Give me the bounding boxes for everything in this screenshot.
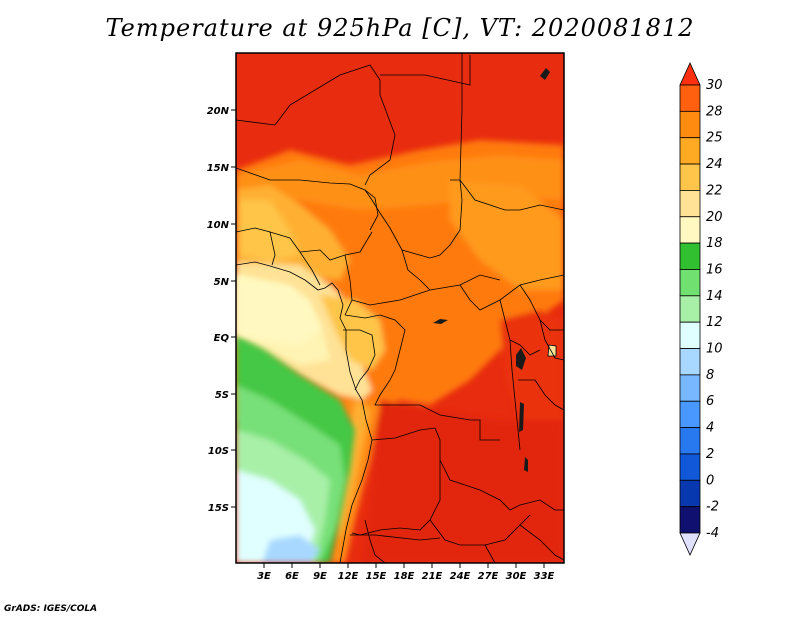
colorbar-swatch: [679, 269, 701, 297]
temperature-field: [236, 53, 564, 563]
lon-tick-label: 27E: [478, 571, 499, 582]
colorbar-level-label: -2: [706, 500, 719, 515]
colorbar-level-label: -4: [706, 526, 719, 541]
lat-tick-label: 5S: [215, 390, 229, 401]
colorbar-swatch: [679, 163, 701, 191]
colorbar-level-label: 4: [706, 421, 714, 436]
colorbar-swatch: [679, 242, 701, 270]
colorbar-level-label: 6: [706, 394, 714, 409]
lon-tick-label: 30E: [506, 571, 527, 582]
colorbar-bottom-arrow: [679, 532, 701, 556]
colorbar-level-label: 0: [706, 473, 714, 488]
colorbar-level-label: 10: [706, 342, 723, 357]
lon-tick-label: 6E: [285, 571, 299, 582]
colorbar-swatch: [679, 427, 701, 455]
colorbar-level-label: 12: [706, 315, 723, 330]
lon-tick-label: 12E: [338, 571, 359, 582]
lat-axis: 20N 15N 10N 5N EQ 5S 10S 15S: [207, 106, 236, 514]
map-title: Temperature at 925hPa [C], VT: 202008181…: [105, 14, 695, 42]
colorbar-level-label: 14: [706, 289, 723, 304]
colorbar-swatch: [679, 506, 701, 534]
colorbar-swatch: [679, 479, 701, 508]
colorbar-level-label: 24: [706, 157, 723, 172]
colorbar-level-label: 18: [706, 236, 723, 251]
colorbar-swatch: [679, 400, 701, 428]
lon-tick-label: 33E: [534, 571, 555, 582]
colorbar-level-label: 8: [706, 368, 714, 383]
country-borders: [236, 53, 564, 563]
lon-tick-label: 3E: [257, 571, 271, 582]
lat-tick-label: 10S: [208, 446, 229, 457]
colorbar-swatch: [679, 348, 701, 376]
colorbar-level-label: 28: [706, 104, 723, 119]
colorbar-level-label: 30: [706, 78, 723, 93]
lat-tick-label: 10N: [207, 220, 230, 231]
colorbar-level-label: 25: [706, 131, 723, 146]
colorbar-swatch: [679, 295, 701, 323]
colorbar-swatch: [679, 374, 701, 402]
lat-tick-label: 20N: [207, 106, 230, 117]
lon-tick-label: 9E: [313, 571, 327, 582]
map-frame: [235, 52, 565, 564]
colorbar-level-label: 22: [706, 183, 723, 198]
lon-axis: 3E 6E 9E 12E 15E 18E 21E 24E 27E 30E 33E: [257, 563, 555, 582]
lat-tick-label: 15N: [207, 163, 230, 174]
colorbar-swatch: [679, 321, 701, 349]
lon-tick-label: 15E: [366, 571, 387, 582]
colorbar-top-arrow: [679, 62, 701, 86]
colorbar-swatch: [679, 110, 701, 139]
colorbar-swatch: [679, 137, 701, 165]
colorbar-level-label: 16: [706, 262, 723, 277]
colorbar-swatch: [679, 453, 701, 481]
lat-tick-label: EQ: [214, 333, 230, 344]
lon-tick-label: 18E: [394, 571, 415, 582]
lon-tick-label: 21E: [422, 571, 443, 582]
colorbar-level-label: 20: [706, 210, 723, 225]
colorbar-swatch: [679, 216, 701, 244]
lat-tick-label: 15S: [208, 503, 229, 514]
colorbar-swatch: [679, 190, 701, 218]
colorbar-level-label: 2: [706, 447, 714, 462]
colorbar-swatch: [679, 84, 701, 112]
credit-text: GrADS: IGES/COLA: [4, 604, 98, 614]
lat-tick-label: 5N: [214, 277, 230, 288]
lon-tick-label: 24E: [450, 571, 471, 582]
